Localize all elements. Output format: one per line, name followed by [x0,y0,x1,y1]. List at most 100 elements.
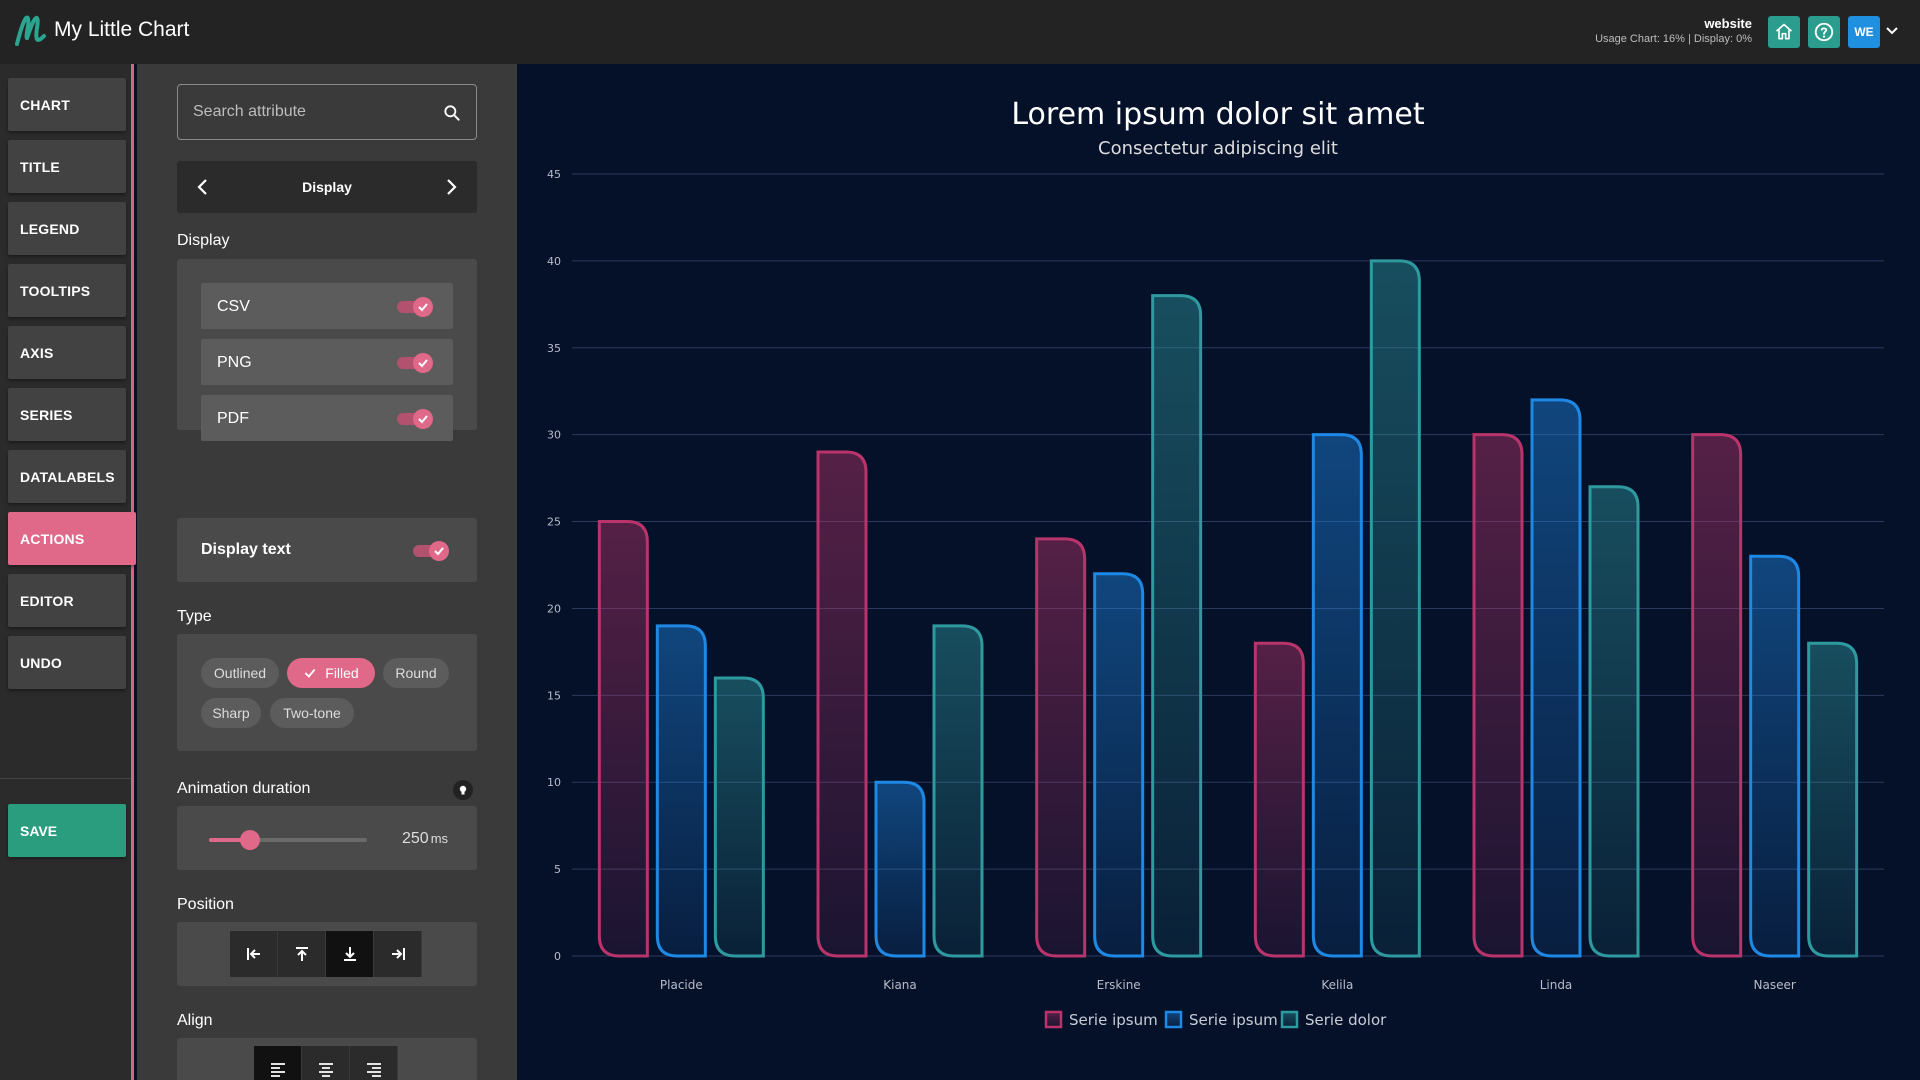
position-bottom-button[interactable] [326,931,374,977]
legend-swatch [1280,1010,1299,1029]
bar-kelila-2 [1369,259,1421,958]
bar-linda-2 [1588,485,1640,958]
align-center-button[interactable] [302,1046,350,1080]
bar-erskine-2 [1151,294,1203,958]
help-icon [1814,22,1834,42]
display-section-label: Display [177,232,230,249]
animation-unit: ms [430,831,449,846]
check-icon [418,415,428,424]
save-button[interactable]: SAVE [8,804,126,857]
x-tick-label: Placide [660,978,703,992]
bar-kiana-2 [932,624,984,958]
display-text-row: Display text [177,518,477,582]
pdf-toggle[interactable] [397,407,433,429]
search-box [177,84,477,140]
legend-swatch [1164,1010,1183,1029]
bar-kiana-0 [816,450,868,958]
bar-placide-0 [597,520,649,958]
nav-actions[interactable]: ACTIONS [8,512,136,565]
animation-number: 250 [402,830,429,847]
png-toggle[interactable] [397,351,433,373]
nav-chart[interactable]: CHART [8,78,126,131]
align-section-label: Align [177,1012,213,1029]
site-info: website Usage Chart: 16% | Display: 0% [1595,16,1752,45]
position-left-button[interactable] [230,931,278,977]
position-right-button[interactable] [374,931,422,977]
align-bottom-icon [343,947,356,961]
help-button[interactable] [1808,16,1840,48]
nav-datalabels[interactable]: DATALABELS [8,450,126,503]
bar-linda-0 [1472,433,1524,958]
option-pdf: PDF [201,395,453,441]
nav-tooltips[interactable]: TOOLTIPS [8,264,126,317]
usage-text: Usage Chart: 16% | Display: 0% [1595,33,1752,45]
text-align-center-icon [318,1063,333,1077]
chart-title: Lorem ipsum dolor sit amet [1011,97,1424,132]
y-tick-label: 20 [547,602,561,615]
position-buttons [230,931,422,977]
lightbulb-icon[interactable] [453,780,473,800]
chip-filled[interactable]: Filled [287,658,375,688]
user-avatar-button[interactable]: WE [1848,16,1880,48]
home-button[interactable] [1768,16,1800,48]
left-nav: CHART TITLE LEGEND TOOLTIPS AXIS SERIES … [0,64,136,1080]
animation-slider-track[interactable] [209,838,367,842]
page-label: Display [302,179,352,195]
settings-panel: Display Display CSV PNG PDF Dis [137,64,517,1080]
align-start-icon [246,948,260,960]
bar-naseer-2 [1807,641,1859,958]
nav-series[interactable]: SERIES [8,388,126,441]
nav-axis[interactable]: AXIS [8,326,126,379]
chip-round[interactable]: Round [383,658,449,688]
chip-outlined[interactable]: Outlined [201,658,279,688]
bar-linda-1 [1530,398,1582,958]
nav-legend[interactable]: LEGEND [8,202,126,255]
csv-toggle[interactable] [397,295,433,317]
site-name: website [1704,16,1752,31]
chip-two-tone[interactable]: Two-tone [270,698,354,728]
nav-editor[interactable]: EDITOR [8,574,126,627]
align-left-button[interactable] [254,1046,302,1080]
nav-divider [0,778,131,779]
chevron-down-icon[interactable] [1884,22,1900,38]
align-end-icon [391,948,405,960]
chip-sharp[interactable]: Sharp [201,698,261,728]
page-switcher: Display [177,161,477,213]
y-tick-label: 30 [547,429,561,442]
bar-kelila-1 [1311,433,1363,958]
animation-slider-fill [209,838,249,842]
nav-undo[interactable]: UNDO [8,636,126,689]
bar-kelila-0 [1253,641,1305,958]
position-top-button[interactable] [278,931,326,977]
chip-filled-label: Filled [325,665,359,681]
legend-label: Serie ipsum [1189,1011,1278,1029]
chevron-right-icon[interactable] [439,175,463,199]
type-chip-group: Outlined Filled Round Sharp Two-tone [177,634,477,751]
animation-slider-thumb[interactable] [240,830,260,850]
display-options-group: CSV PNG PDF [177,259,477,441]
chevron-left-icon[interactable] [191,175,215,199]
y-tick-label: 10 [547,776,561,789]
search-input[interactable] [193,103,433,121]
y-tick-label: 5 [554,863,561,876]
option-csv: CSV [201,283,453,329]
check-icon [418,359,428,368]
search-icon[interactable] [442,103,462,123]
check-icon [418,303,428,312]
option-png: PNG [201,339,453,385]
nav-title[interactable]: TITLE [8,140,126,193]
legend-label: Serie dolor [1305,1011,1387,1029]
chart-subtitle: Consectetur adipiscing elit [1098,138,1338,159]
display-text-toggle[interactable] [413,539,449,561]
bar-kiana-1 [874,780,926,958]
legend-label: Serie ipsum [1069,1011,1158,1029]
home-icon [1775,23,1793,40]
align-right-button[interactable] [350,1046,398,1080]
bar-chart: Lorem ipsum dolor sit amet Consectetur ad… [547,97,1884,1029]
animation-section-label: Animation duration [177,780,311,797]
bar-naseer-1 [1749,554,1801,958]
x-tick-label: Linda [1540,978,1573,992]
top-bar: My Little Chart website Usage Chart: 16%… [0,0,1920,64]
check-icon [434,547,444,556]
bar-placide-2 [713,676,765,958]
